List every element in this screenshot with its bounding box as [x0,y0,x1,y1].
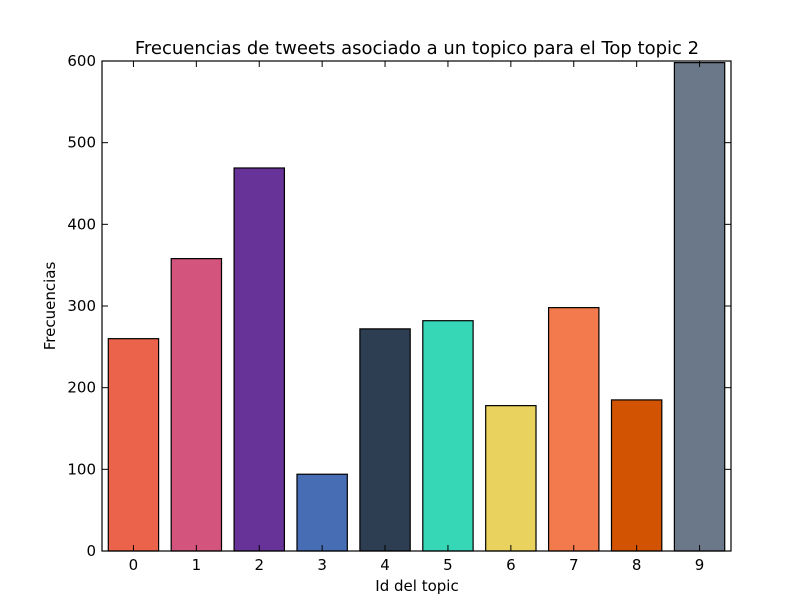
x-axis-label: Id del topic [375,577,458,595]
bar-topic-5 [422,320,474,552]
chart-title: Frecuencias de tweets asociado a un topi… [135,38,699,59]
bar-topic-3 [296,473,348,552]
x-tick-label: 1 [192,556,202,574]
y-tick-label: 0 [86,542,96,560]
bar-topic-6 [485,405,537,552]
x-tick-label: 3 [317,556,327,574]
y-tick-label: 200 [67,379,96,397]
bars-group [107,62,726,552]
ticks-group: 0 1 2 3 4 5 6 7 8 9 0 100 200 300 400 500 600 [67,52,731,574]
bar-topic-8 [610,399,663,552]
y-tick-label: 500 [67,134,96,152]
y-tick-label: 400 [67,215,96,233]
bar-topic-0 [107,338,160,552]
bar-topic-1 [170,258,223,552]
x-tick-label: 4 [380,556,390,574]
bar-topic-4 [359,328,411,552]
plot-area-frame [101,60,732,552]
y-axis-label: Frecuencias [41,262,59,351]
bar-topic-7 [547,307,600,552]
x-tick-label: 0 [129,556,139,574]
x-tick-label: 8 [632,556,642,574]
y-tick-label: 100 [67,460,96,478]
y-tick-label: 600 [67,52,96,70]
x-tick-label: 9 [695,556,705,574]
bar-topic-9 [673,62,726,552]
x-tick-label: 7 [569,556,579,574]
x-tick-label: 6 [506,556,516,574]
x-tick-label: 2 [254,556,264,574]
bar-topic-2 [233,167,286,552]
x-tick-label: 5 [443,556,453,574]
y-tick-label: 300 [67,297,96,315]
